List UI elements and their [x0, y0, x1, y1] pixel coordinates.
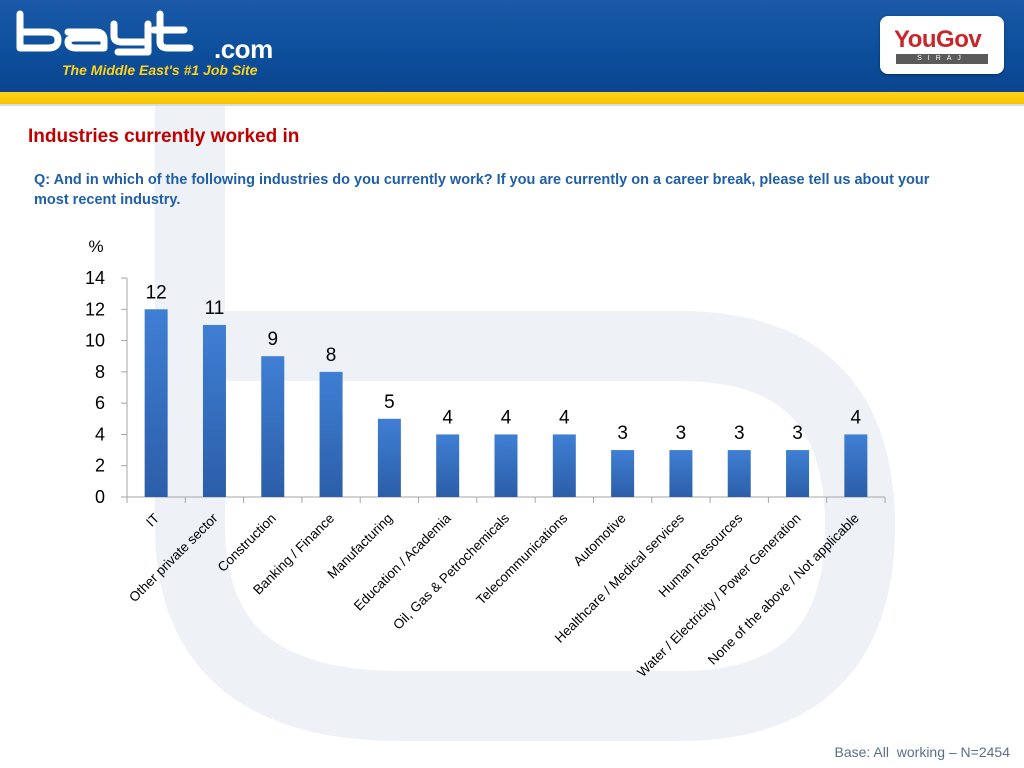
- y-tick-label: 2: [95, 456, 105, 476]
- bayt-wordmark: [16, 10, 194, 56]
- category-label: Education / Academia: [351, 510, 454, 613]
- yougov-logo: YouGov SIRAJ: [880, 16, 1004, 74]
- base-footnote: Base: All working – N=2454: [834, 744, 1011, 760]
- data-label: 5: [384, 392, 395, 413]
- header-divider: [0, 104, 1024, 106]
- watermark-graphic: [155, 106, 896, 741]
- bar: [786, 450, 810, 497]
- bar: [261, 356, 285, 497]
- data-label: 12: [146, 282, 167, 303]
- survey-question: Q: And in which of the following industr…: [34, 172, 930, 208]
- y-tick-label: 10: [85, 331, 105, 351]
- data-label: 9: [267, 329, 278, 350]
- bar: [202, 324, 226, 497]
- y-tick-label: 6: [95, 393, 105, 413]
- header-bar: .com The Middle East's #1 Job Site YouGo…: [0, 0, 1024, 92]
- bar: [669, 450, 693, 497]
- bar: [552, 434, 576, 497]
- data-label: 4: [559, 407, 570, 428]
- bar: [436, 434, 460, 497]
- y-tick-label: 4: [95, 424, 105, 444]
- data-label: 3: [734, 423, 745, 444]
- category-label: Other private sector: [126, 510, 221, 605]
- category-label: Automotive: [570, 511, 628, 569]
- bar: [494, 434, 518, 497]
- y-tick-label: 8: [95, 362, 105, 382]
- bar: [144, 309, 168, 497]
- bar: [377, 418, 401, 497]
- tagline: The Middle East's #1 Job Site: [62, 62, 258, 78]
- data-label: 3: [792, 423, 803, 444]
- bar: [319, 371, 343, 497]
- data-label: 4: [851, 407, 862, 428]
- data-label: 4: [442, 407, 453, 428]
- y-axis-unit-label: %: [88, 237, 103, 256]
- category-label: Oil, Gas & Petrochemicals: [390, 510, 512, 632]
- logo-suffix: .com: [214, 34, 273, 64]
- data-label: 8: [326, 345, 337, 366]
- yougov-wordmark: YouGov: [894, 26, 982, 53]
- data-label: 3: [676, 423, 687, 444]
- y-tick-label: 0: [95, 487, 105, 507]
- yougov-subtitle: SIRAJ: [896, 54, 988, 64]
- bar: [611, 450, 635, 497]
- category-label: IT: [143, 511, 162, 530]
- y-tick-label: 12: [85, 299, 105, 319]
- bar: [727, 450, 751, 497]
- header-accent-stripe: [0, 92, 1024, 104]
- data-label: 3: [617, 423, 628, 444]
- bayt-logo: .com The Middle East's #1 Job Site: [14, 8, 304, 84]
- bar: [844, 434, 868, 497]
- data-label: 11: [205, 298, 225, 319]
- page-title: Industries currently worked in: [28, 126, 300, 147]
- category-label: Construction: [215, 511, 279, 575]
- y-tick-label: 14: [85, 268, 105, 288]
- data-label: 4: [501, 407, 512, 428]
